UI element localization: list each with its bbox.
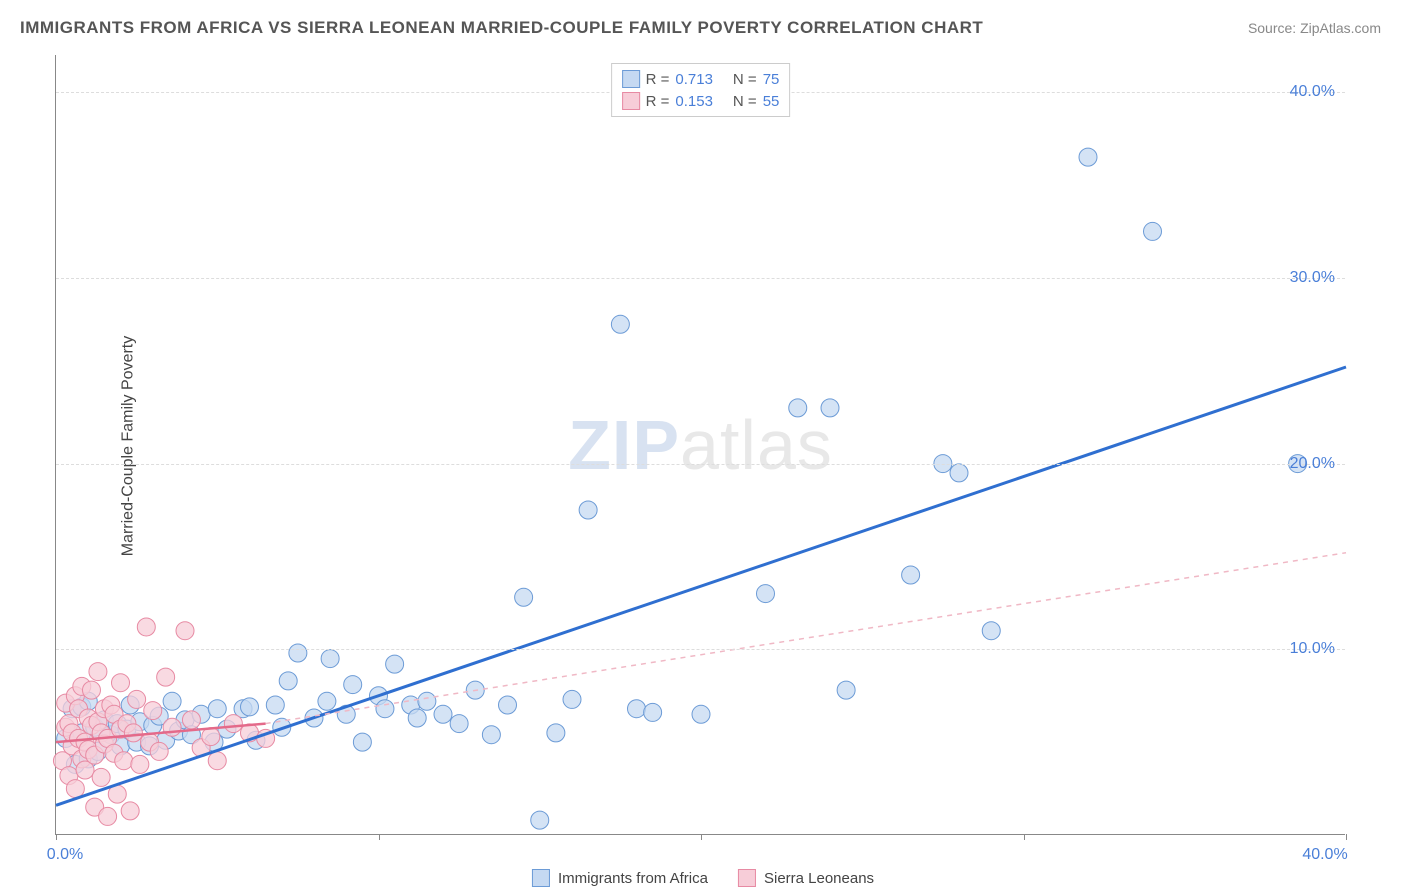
y-tick-label: 30.0% <box>1290 269 1335 287</box>
data-point <box>353 733 371 751</box>
data-point <box>515 588 533 606</box>
gridline-h <box>56 649 1345 650</box>
data-point <box>482 726 500 744</box>
data-point <box>757 585 775 603</box>
x-tick-mark <box>701 834 702 840</box>
legend-swatch <box>738 869 756 887</box>
legend-series: Immigrants from Africa Sierra Leoneans <box>532 869 874 887</box>
x-tick-label-min: 0.0% <box>47 846 83 864</box>
n-value: 75 <box>763 71 780 88</box>
data-point <box>208 700 226 718</box>
data-point <box>611 315 629 333</box>
r-label: R = <box>646 93 670 110</box>
data-point <box>115 752 133 770</box>
r-label: R = <box>646 71 670 88</box>
data-point <box>499 696 517 714</box>
data-point <box>386 655 404 673</box>
legend-series-item: Sierra Leoneans <box>738 869 874 887</box>
x-tick-label-max: 40.0% <box>1302 846 1347 864</box>
data-point <box>1079 148 1097 166</box>
gridline-h <box>56 464 1345 465</box>
x-tick-mark <box>1346 834 1347 840</box>
data-point <box>837 681 855 699</box>
data-point <box>628 700 646 718</box>
data-point <box>644 703 662 721</box>
data-point <box>202 728 220 746</box>
data-point <box>224 715 242 733</box>
legend-series-label: Immigrants from Africa <box>558 870 708 887</box>
n-label: N = <box>733 71 757 88</box>
legend-swatch <box>532 869 550 887</box>
trend-line-blue <box>56 367 1346 805</box>
data-point <box>531 811 549 829</box>
legend-series-item: Immigrants from Africa <box>532 869 708 887</box>
source-attribution: Source: ZipAtlas.com <box>1248 20 1381 36</box>
data-point <box>208 752 226 770</box>
x-tick-mark <box>379 834 380 840</box>
legend-series-label: Sierra Leoneans <box>764 870 874 887</box>
data-point <box>266 696 284 714</box>
data-point <box>124 724 142 742</box>
x-tick-mark <box>1024 834 1025 840</box>
data-point <box>344 676 362 694</box>
data-point <box>137 618 155 636</box>
r-value: 0.153 <box>675 93 713 110</box>
data-point <box>1144 222 1162 240</box>
data-point <box>450 715 468 733</box>
scatter-svg <box>56 55 1345 834</box>
data-point <box>318 692 336 710</box>
data-point <box>434 705 452 723</box>
data-point <box>92 768 110 786</box>
data-point <box>321 650 339 668</box>
legend-swatch <box>622 70 640 88</box>
data-point <box>241 698 259 716</box>
data-point <box>279 672 297 690</box>
gridline-h <box>56 278 1345 279</box>
x-tick-mark <box>56 834 57 840</box>
plot-area: ZIPatlas 10.0%20.0%30.0%40.0%R =0.713N =… <box>55 55 1345 835</box>
data-point <box>289 644 307 662</box>
data-point <box>150 742 168 760</box>
data-point <box>579 501 597 519</box>
legend-stats: R = 0.713 N = 75 R = 0.153 N = 55 <box>611 63 791 117</box>
chart-title: IMMIGRANTS FROM AFRICA VS SIERRA LEONEAN… <box>20 18 983 38</box>
data-point <box>563 690 581 708</box>
data-point <box>789 399 807 417</box>
data-point <box>121 802 139 820</box>
data-point <box>376 700 394 718</box>
n-label: N = <box>733 93 757 110</box>
legend-swatch <box>622 92 640 110</box>
data-point <box>89 663 107 681</box>
data-point <box>547 724 565 742</box>
r-value: 0.713 <box>675 71 713 88</box>
data-point <box>82 681 100 699</box>
data-point <box>157 668 175 686</box>
data-point <box>950 464 968 482</box>
legend-stats-row: R = 0.713 N = 75 <box>622 68 780 90</box>
data-point <box>163 692 181 710</box>
y-tick-label: 10.0% <box>1290 640 1335 658</box>
n-value: 55 <box>763 93 780 110</box>
data-point <box>821 399 839 417</box>
legend-stats-row: R = 0.153 N = 55 <box>622 90 780 112</box>
data-point <box>112 674 130 692</box>
data-point <box>418 692 436 710</box>
y-tick-label: 20.0% <box>1290 455 1335 473</box>
data-point <box>144 702 162 720</box>
y-tick-label: 40.0% <box>1290 83 1335 101</box>
data-point <box>902 566 920 584</box>
data-point <box>66 780 84 798</box>
data-point <box>99 807 117 825</box>
data-point <box>408 709 426 727</box>
data-point <box>692 705 710 723</box>
data-point <box>128 690 146 708</box>
data-point <box>131 755 149 773</box>
data-point <box>182 711 200 729</box>
data-point <box>176 622 194 640</box>
trend-line-pink-dash <box>266 553 1346 724</box>
data-point <box>982 622 1000 640</box>
